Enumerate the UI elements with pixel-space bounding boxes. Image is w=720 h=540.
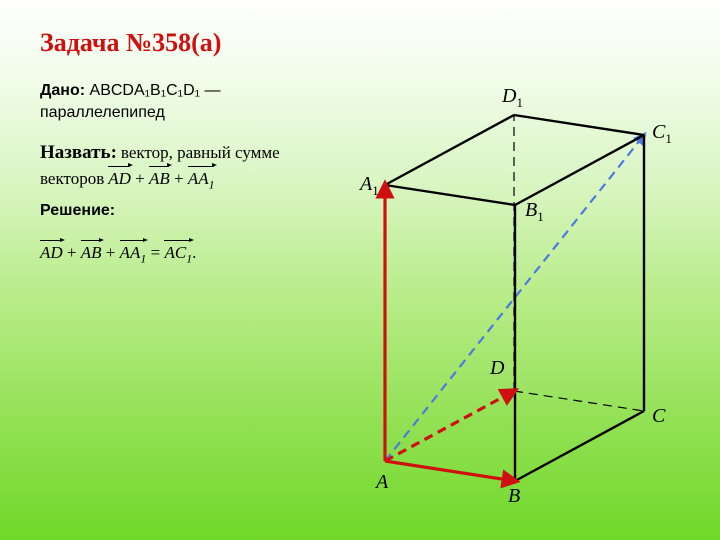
vertex-label-B1: B1 — [525, 199, 544, 225]
formula-ad: AD — [40, 240, 63, 265]
vertex-label-C: C — [652, 405, 665, 428]
formula-ac1: AC1 — [164, 240, 192, 266]
formula-ab: AB — [81, 240, 102, 265]
problem-title: Задача №358(а) — [40, 28, 221, 58]
dano-label: Дано: — [40, 82, 85, 99]
vertex-label-B: B — [508, 485, 520, 508]
solution-formula: AD + AB + AA1 = AC1. — [40, 240, 310, 266]
given-block: Дано: ABCDA₁B₁C₁D₁ — параллелепипед — [40, 80, 310, 123]
nazvat-label: Назвать: — [40, 142, 117, 163]
parallelepiped-diagram: A B C D A1 B1 C1 D1 — [330, 55, 690, 505]
vertex-label-A: A — [376, 471, 388, 494]
vector-aa1: AA1 — [188, 166, 215, 192]
solution-label-block: Решение: — [40, 200, 310, 222]
vector-ad: AD — [108, 166, 131, 191]
vertex-label-A1: A1 — [360, 173, 379, 199]
task-block: Назвать: вектор, равный сумме векторов A… — [40, 140, 310, 192]
vertex-label-D1: D1 — [502, 85, 523, 111]
diagram-svg — [330, 55, 690, 505]
reshenie-label: Решение: — [40, 202, 115, 219]
vector-ab: AB — [149, 166, 170, 191]
formula-aa1: AA1 — [120, 240, 147, 266]
vertex-label-D: D — [490, 357, 504, 380]
vertex-label-C1: C1 — [652, 121, 672, 147]
